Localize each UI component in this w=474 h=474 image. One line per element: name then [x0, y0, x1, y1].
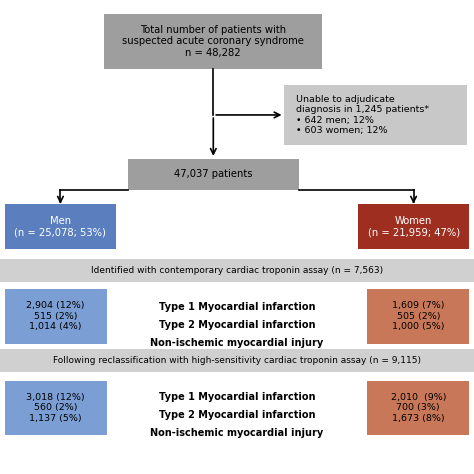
Text: 3,018 (12%)
560 (2%)
1,137 (5%): 3,018 (12%) 560 (2%) 1,137 (5%): [27, 393, 85, 423]
FancyBboxPatch shape: [0, 259, 474, 282]
FancyBboxPatch shape: [5, 204, 116, 249]
FancyBboxPatch shape: [104, 14, 322, 69]
FancyBboxPatch shape: [358, 204, 469, 249]
Text: Type 1 Myocardial infarction: Type 1 Myocardial infarction: [159, 392, 315, 402]
Text: Following reclassification with high-sensitivity cardiac troponin assay (n = 9,1: Following reclassification with high-sen…: [53, 356, 421, 365]
FancyBboxPatch shape: [367, 289, 469, 344]
Text: Type 2 Myocardial infarction: Type 2 Myocardial infarction: [159, 410, 315, 420]
Text: Identified with contemporary cardiac troponin assay (n = 7,563): Identified with contemporary cardiac tro…: [91, 266, 383, 275]
Text: Type 1 Myocardial infarction: Type 1 Myocardial infarction: [159, 302, 315, 312]
Text: Men
(n = 25,078; 53%): Men (n = 25,078; 53%): [15, 216, 106, 237]
Text: 47,037 patients: 47,037 patients: [174, 169, 253, 179]
FancyBboxPatch shape: [5, 381, 107, 435]
Text: Non-ischemic myocardial injury: Non-ischemic myocardial injury: [150, 338, 324, 348]
Text: Non-ischemic myocardial injury: Non-ischemic myocardial injury: [150, 428, 324, 438]
Text: 2,904 (12%)
515 (2%)
1,014 (4%): 2,904 (12%) 515 (2%) 1,014 (4%): [27, 301, 85, 331]
Text: Women
(n = 21,959; 47%): Women (n = 21,959; 47%): [367, 216, 460, 237]
Text: Type 2 Myocardial infarction: Type 2 Myocardial infarction: [159, 320, 315, 330]
Text: Unable to adjudicate
diagnosis in 1,245 patients*
• 642 men; 12%
• 603 women; 12: Unable to adjudicate diagnosis in 1,245 …: [296, 95, 429, 135]
FancyBboxPatch shape: [367, 381, 469, 435]
FancyBboxPatch shape: [0, 349, 474, 372]
Text: 1,609 (7%)
505 (2%)
1,000 (5%): 1,609 (7%) 505 (2%) 1,000 (5%): [392, 301, 445, 331]
FancyBboxPatch shape: [128, 159, 299, 190]
FancyBboxPatch shape: [284, 85, 467, 145]
Text: Total number of patients with
suspected acute coronary syndrome
n = 48,282: Total number of patients with suspected …: [122, 25, 304, 58]
FancyBboxPatch shape: [5, 289, 107, 344]
Text: 2,010  (9%)
700 (3%)
1,673 (8%): 2,010 (9%) 700 (3%) 1,673 (8%): [391, 393, 446, 423]
